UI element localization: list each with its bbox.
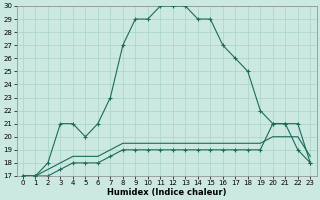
- X-axis label: Humidex (Indice chaleur): Humidex (Indice chaleur): [107, 188, 226, 197]
